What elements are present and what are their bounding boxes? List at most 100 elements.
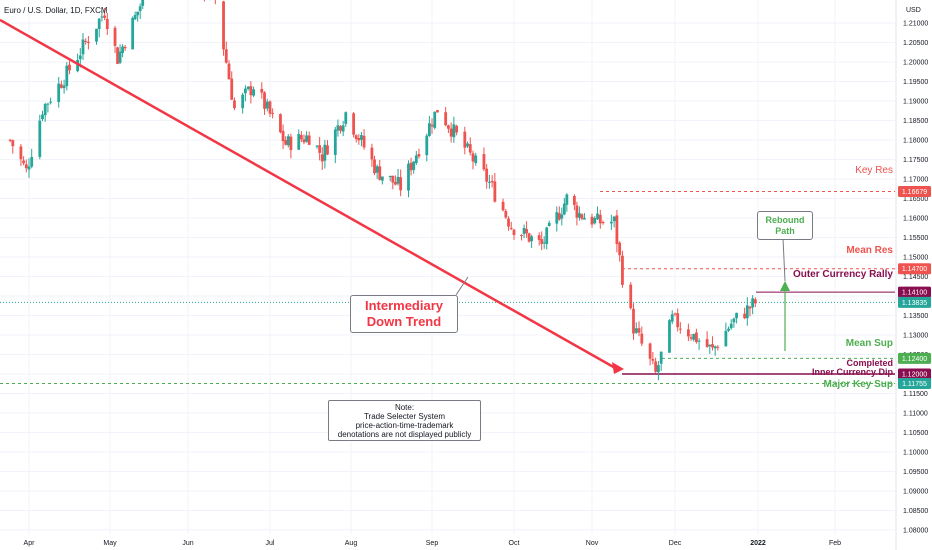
candle-up xyxy=(412,160,416,174)
candle-body xyxy=(695,332,698,343)
candle-body xyxy=(97,18,101,29)
note-line1: Note: xyxy=(394,402,415,412)
time-tick-label: Nov xyxy=(586,540,599,547)
candle-up xyxy=(488,174,491,189)
candle-up xyxy=(38,114,42,160)
candle-down xyxy=(222,0,225,56)
candle-down xyxy=(436,109,439,113)
candle-body xyxy=(307,135,311,145)
mean-sup-tag: 1.12400 xyxy=(898,352,931,364)
candle-down xyxy=(279,113,282,134)
candle-down xyxy=(268,100,272,118)
candle-down xyxy=(520,234,523,241)
candle-down xyxy=(463,126,467,155)
candle-down xyxy=(87,35,90,50)
candle-body xyxy=(593,218,597,224)
candle-down xyxy=(525,221,528,238)
price-tag-text: 1.12000 xyxy=(902,372,927,379)
candle-down xyxy=(527,232,531,243)
candle-down xyxy=(289,133,293,159)
candle-up xyxy=(41,110,44,122)
candle-down xyxy=(507,216,510,231)
candle-body xyxy=(315,145,319,147)
candle-body xyxy=(11,140,15,147)
candle-down xyxy=(678,322,682,334)
candle-body xyxy=(417,153,421,157)
candle-body xyxy=(131,17,135,50)
mean-sup-label: Mean Sup xyxy=(845,338,893,349)
candle-down xyxy=(11,139,15,154)
candle-up xyxy=(729,319,733,330)
candle-down xyxy=(249,81,253,104)
candle-body xyxy=(121,46,124,53)
candle-body xyxy=(692,333,696,340)
candle-up xyxy=(732,317,736,328)
trend-callout[interactable]: Intermediary Down Trend xyxy=(350,295,458,333)
price-tag-bg xyxy=(898,286,931,298)
price-tick-label: 1.19500 xyxy=(903,79,928,86)
candle-up xyxy=(692,333,696,342)
candle-body xyxy=(244,88,247,94)
rebound-callout-pointer xyxy=(782,237,786,282)
candle-body xyxy=(621,255,624,285)
candle-up xyxy=(133,11,137,21)
candle-up xyxy=(697,338,701,350)
candle-body xyxy=(697,340,701,342)
price-tick-label: 1.14500 xyxy=(903,274,928,281)
candle-up xyxy=(407,160,410,198)
price-axis: 1.08000 1.08500 1.09000 1.09500 1.10000 1.105… xyxy=(903,21,928,535)
candle-up xyxy=(333,126,337,164)
candle-up xyxy=(297,129,301,151)
candle-body xyxy=(590,216,594,225)
price-tick-label: 1.08500 xyxy=(903,508,928,515)
candle-body xyxy=(572,195,576,205)
price-tick-label: 1.11000 xyxy=(903,411,928,418)
rebound-callout-line1: Rebound xyxy=(765,214,805,225)
price-tick-label: 1.13000 xyxy=(903,333,928,340)
candle-body xyxy=(729,323,733,329)
rebound-callout-line2: Path xyxy=(775,225,795,236)
candle-body xyxy=(396,176,400,184)
candle-up xyxy=(596,206,599,220)
candle-body xyxy=(705,339,709,347)
candle-body xyxy=(716,346,720,348)
candle-up xyxy=(745,297,749,326)
candle-down xyxy=(753,297,757,308)
candle-body xyxy=(222,1,225,50)
candle-body xyxy=(78,55,82,60)
candle-down xyxy=(676,308,680,332)
candle-up xyxy=(360,132,363,147)
candle-down xyxy=(230,71,234,100)
candle-down xyxy=(648,342,652,366)
candle-down xyxy=(482,147,486,172)
candle-down xyxy=(84,38,88,45)
candle-body xyxy=(560,214,564,219)
candle-down xyxy=(705,331,709,348)
candle-up xyxy=(81,33,85,60)
candle-body xyxy=(62,85,66,89)
candle-up xyxy=(708,344,712,354)
candle-up xyxy=(612,215,616,228)
candle-body xyxy=(357,138,361,141)
candle-body xyxy=(501,201,505,211)
trend-callout-line1: Intermediary xyxy=(364,298,444,313)
candle-body xyxy=(391,175,395,183)
candle-body xyxy=(436,110,439,113)
candle-down xyxy=(362,129,366,150)
candle-down xyxy=(352,112,356,138)
candle-body xyxy=(618,242,622,256)
note-box[interactable]: Note: Trade Selecter System price-action… xyxy=(328,400,481,441)
candle-body xyxy=(68,64,71,71)
candle-up xyxy=(380,176,384,185)
currency-label: USD xyxy=(906,7,921,14)
candle-body xyxy=(116,47,119,64)
rebound-callout[interactable]: Rebound Path xyxy=(757,211,813,240)
candle-down xyxy=(409,157,413,176)
candle-body xyxy=(632,308,635,334)
candle-down xyxy=(116,46,119,65)
candle-up xyxy=(95,28,98,45)
price-tick-label: 1.10000 xyxy=(903,450,928,457)
candle-down xyxy=(318,136,322,161)
candle-up xyxy=(246,86,250,91)
candle-body xyxy=(233,100,236,109)
